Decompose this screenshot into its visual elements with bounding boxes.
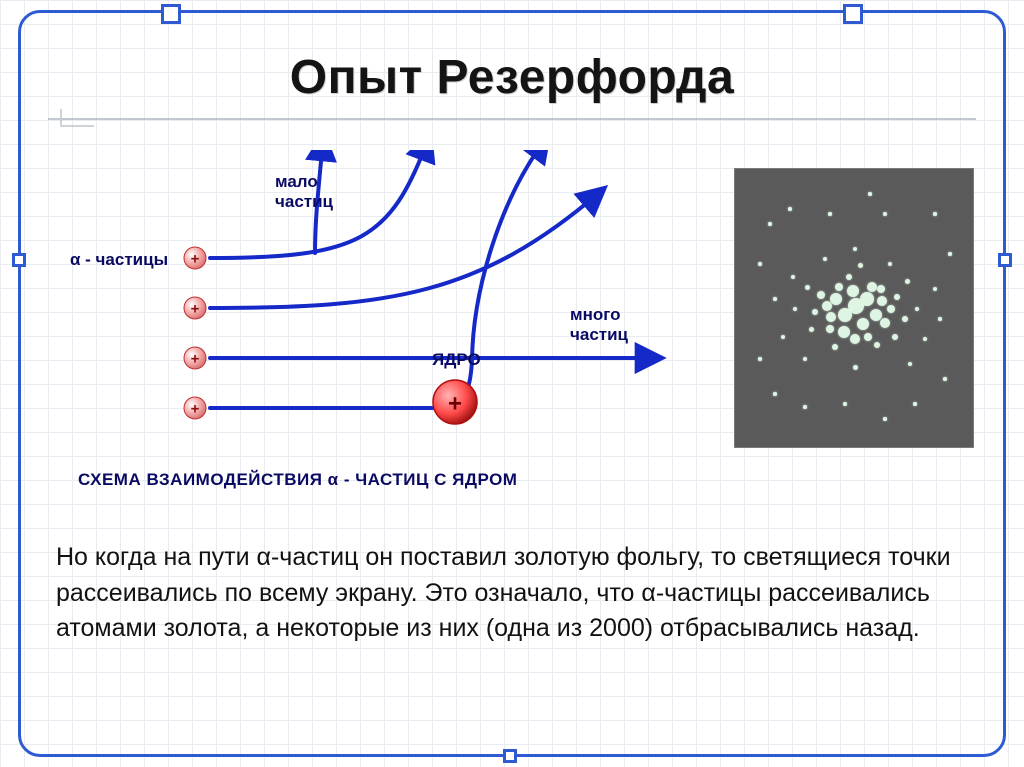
body-text: Но когда на пути α-частиц он поставил зо…	[56, 540, 968, 647]
scatter-dot	[803, 405, 806, 408]
scatter-dot	[773, 297, 776, 300]
scatter-dot	[867, 282, 877, 292]
diagram-label-alpha: α - частицы	[70, 250, 168, 270]
scatter-dot	[768, 222, 771, 225]
svg-text:+: +	[191, 401, 200, 418]
scatter-dot	[793, 307, 797, 311]
scatter-dot	[894, 294, 900, 300]
scatter-dot	[758, 262, 761, 265]
scatter-dot	[843, 402, 847, 406]
scatter-dot	[835, 283, 843, 291]
scatter-dot	[883, 417, 886, 420]
scatter-dot	[826, 325, 834, 333]
trajectory	[210, 150, 545, 408]
diagram-caption: СХЕМА ВЗАИМОДЕЙСТВИЯ α - ЧАСТИЦ С ЯДРОМ	[78, 470, 517, 490]
scatter-dot	[853, 365, 858, 370]
scatter-dot	[948, 252, 951, 255]
diagram-label-many: много частиц	[570, 305, 628, 344]
scatter-dot	[788, 207, 791, 210]
scatter-dot	[938, 317, 941, 320]
scatter-dot	[830, 293, 842, 305]
scatter-dot	[902, 316, 908, 322]
diagram-label-nuc: ЯДРО	[432, 350, 481, 370]
svg-text:+: +	[191, 301, 200, 318]
scatter-dot	[877, 296, 887, 306]
scatter-dot	[923, 337, 927, 341]
scatter-dot	[943, 377, 946, 380]
scatter-dot	[877, 285, 885, 293]
scatter-dot	[846, 274, 852, 280]
scatter-dot	[892, 334, 898, 340]
title-underline	[48, 118, 976, 120]
scatter-dot	[887, 305, 895, 313]
scatter-dot	[874, 342, 880, 348]
scatter-dot	[812, 309, 818, 315]
scatter-dot	[888, 262, 892, 266]
scatter-dot	[847, 285, 859, 297]
scatter-dot	[913, 402, 916, 405]
scatter-dot	[853, 247, 857, 251]
scatter-dot	[805, 285, 810, 290]
svg-text:+: +	[191, 251, 200, 268]
scatter-dot	[915, 307, 919, 311]
diagram-label-few: мало частиц	[275, 172, 333, 211]
svg-text:+: +	[448, 391, 462, 418]
scatter-dot	[823, 257, 827, 261]
scatter-dot	[883, 212, 887, 216]
scatter-dot	[803, 357, 807, 361]
scatter-dot	[858, 263, 863, 268]
scatter-dot	[809, 327, 814, 332]
scatter-dot	[758, 357, 761, 360]
scatter-dot	[864, 333, 872, 341]
scatter-dot	[781, 335, 785, 339]
scatter-dot	[826, 312, 836, 322]
scatter-dot	[822, 301, 832, 311]
scatter-dot	[850, 334, 860, 344]
scatter-dot	[817, 291, 825, 299]
scatter-dot	[908, 362, 912, 366]
scatter-dot	[828, 212, 831, 215]
scatter-dot	[933, 287, 937, 291]
trajectory	[210, 192, 600, 308]
scatter-panel	[734, 168, 974, 448]
page-title: Опыт Резерфорда	[0, 50, 1024, 105]
scatter-dot	[832, 344, 838, 350]
scatter-dot	[933, 212, 936, 215]
scatter-dot	[838, 308, 852, 322]
scatter-dot	[791, 275, 795, 279]
scatter-dot	[857, 318, 869, 330]
scatter-dot	[868, 192, 871, 195]
scatter-dot	[773, 392, 776, 395]
scattering-diagram: + + + + + мало частиц α - частицы много части…	[60, 150, 670, 490]
scatter-dot	[880, 318, 890, 328]
scatter-dot	[838, 326, 850, 338]
svg-text:+: +	[191, 351, 200, 368]
scatter-dot	[905, 279, 910, 284]
scatter-dot	[860, 292, 874, 306]
